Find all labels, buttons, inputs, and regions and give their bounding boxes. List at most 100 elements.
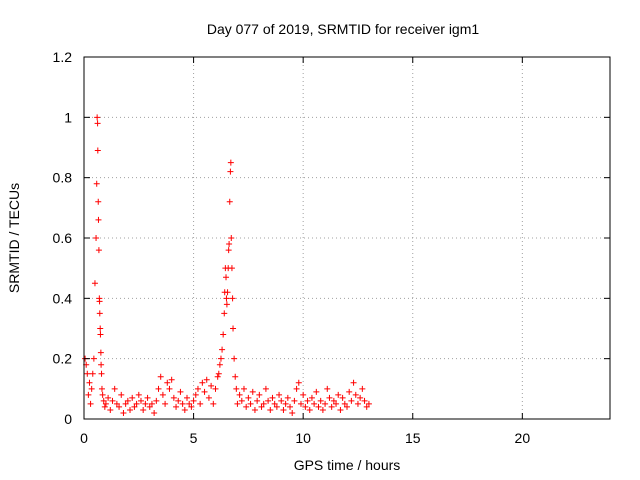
data-point: [350, 379, 357, 386]
x-axis-label: GPS time / hours: [294, 457, 401, 473]
data-point: [258, 403, 265, 410]
data-point: [135, 391, 142, 398]
data-point: [245, 394, 252, 401]
data-point: [95, 216, 102, 223]
data-point: [100, 397, 107, 404]
data-point: [304, 397, 311, 404]
data-point: [173, 403, 180, 410]
data-point: [260, 400, 267, 407]
data-point: [223, 274, 230, 281]
data-point: [168, 376, 175, 383]
data-point: [249, 388, 256, 395]
data-point: [127, 406, 134, 413]
data-point: [203, 376, 210, 383]
data-point: [232, 373, 239, 380]
data-point: [357, 394, 364, 401]
data-point: [238, 397, 245, 404]
data-point: [243, 403, 250, 410]
data-point: [86, 379, 93, 386]
y-tick-label: 0.8: [53, 170, 73, 186]
data-point: [93, 180, 100, 187]
data-point: [94, 147, 101, 154]
data-point: [197, 400, 204, 407]
data-point: [192, 391, 199, 398]
data-point: [284, 394, 291, 401]
data-point: [217, 355, 224, 362]
data-point: [225, 247, 232, 254]
x-tick-label: 0: [80, 430, 88, 446]
data-point: [120, 409, 127, 416]
data-point: [256, 391, 263, 398]
y-tick-label: 0.4: [53, 290, 73, 306]
chart-title: Day 077 of 2019, SRMTID for receiver igm…: [207, 21, 480, 37]
data-point: [142, 400, 149, 407]
x-tick-label: 15: [405, 430, 421, 446]
data-point: [265, 397, 272, 404]
x-tick-label: 10: [295, 430, 311, 446]
data-point: [113, 400, 120, 407]
data-point: [228, 265, 235, 272]
data-point: [240, 385, 247, 392]
data-point: [155, 385, 162, 392]
data-point: [293, 385, 300, 392]
data-point: [224, 289, 231, 296]
data-point: [190, 397, 197, 404]
data-point: [219, 346, 226, 353]
data-point: [199, 379, 206, 386]
data-point: [326, 394, 333, 401]
data-point: [278, 397, 285, 404]
data-point: [159, 391, 166, 398]
data-point: [97, 325, 104, 332]
data-point: [116, 403, 123, 410]
data-point: [177, 388, 184, 395]
data-point: [96, 310, 103, 317]
data-point: [109, 397, 116, 404]
y-tick-labels: 0 0.2 0.4 0.6 0.8 1 1.2: [53, 49, 73, 427]
data-point: [306, 406, 313, 413]
data-point: [96, 298, 103, 305]
data-point: [181, 406, 188, 413]
data-point: [223, 295, 230, 302]
data-point: [144, 394, 151, 401]
data-point: [322, 400, 329, 407]
data-point: [328, 403, 335, 410]
data-point: [335, 391, 342, 398]
plot-frame: [83, 56, 611, 420]
data-point: [140, 406, 147, 413]
data-point: [111, 385, 118, 392]
data-point: [337, 406, 344, 413]
data-point: [188, 403, 195, 410]
data-point: [230, 325, 237, 332]
data-point: [361, 397, 368, 404]
data-point: [315, 403, 322, 410]
data-point: [341, 400, 348, 407]
data-point: [276, 391, 283, 398]
data-point: [151, 409, 158, 416]
data-point: [267, 406, 274, 413]
data-point: [308, 394, 315, 401]
data-point: [97, 349, 104, 356]
data-point: [227, 168, 234, 175]
data-point: [231, 355, 238, 362]
data-point: [333, 400, 340, 407]
data-point: [88, 385, 95, 392]
data-point: [269, 394, 276, 401]
data-point: [98, 361, 105, 368]
data-point: [291, 397, 298, 404]
x-tick-label: 20: [515, 430, 531, 446]
data-point: [339, 394, 346, 401]
data-point: [289, 409, 296, 416]
data-point: [98, 370, 105, 377]
data-point: [97, 331, 104, 338]
data-point: [262, 385, 269, 392]
data-point: [164, 379, 171, 386]
data-point: [105, 394, 112, 401]
data-point: [311, 400, 318, 407]
data-point: [153, 397, 160, 404]
data-point: [129, 394, 136, 401]
data-point: [89, 370, 96, 377]
data-point: [297, 400, 304, 407]
data-point: [98, 385, 105, 392]
data-point: [212, 385, 219, 392]
data-point: [216, 361, 223, 368]
